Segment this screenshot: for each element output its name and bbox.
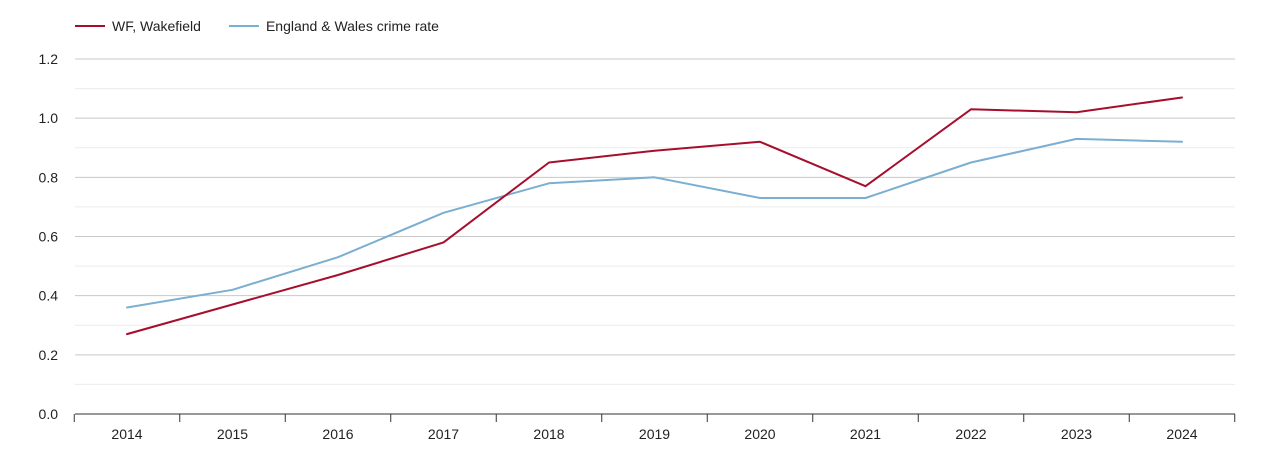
grid bbox=[75, 58, 1235, 385]
y-tick-label: 1.2 bbox=[39, 51, 59, 67]
series-line-2 bbox=[126, 137, 1183, 309]
y-tick-label: 0.4 bbox=[39, 288, 59, 304]
y-tick-label: 0.2 bbox=[39, 347, 59, 363]
x-axis: 2014 2015 2016 2017 2018 2019 2020 2021 2022 2023… bbox=[73, 413, 1236, 442]
x-tick-label: 2021 bbox=[850, 426, 881, 442]
legend: WF, Wakefield England & Wales crime rate bbox=[75, 18, 439, 34]
x-tick-label: 2016 bbox=[322, 426, 353, 442]
x-tick-label: 2015 bbox=[217, 426, 248, 442]
y-tick-label: 0.8 bbox=[39, 169, 59, 185]
x-tick-label: 2024 bbox=[1166, 426, 1197, 442]
y-tick-label: 0.0 bbox=[39, 406, 59, 422]
x-tick-label: 2014 bbox=[111, 426, 142, 442]
legend-label-1: WF, Wakefield bbox=[112, 18, 201, 34]
x-tick-label: 2022 bbox=[955, 426, 986, 442]
x-tick-label: 2023 bbox=[1061, 426, 1092, 442]
y-tick-label: 0.6 bbox=[39, 229, 59, 245]
x-tick-label: 2018 bbox=[533, 426, 564, 442]
x-tick-label: 2020 bbox=[744, 426, 775, 442]
y-tick-label: 1.0 bbox=[39, 110, 59, 126]
x-tick-label: 2017 bbox=[428, 426, 459, 442]
series-line-1 bbox=[126, 96, 1183, 336]
x-tick-label: 2019 bbox=[639, 426, 670, 442]
y-axis: 0.0 0.2 0.4 0.6 0.8 1.0 1.2 bbox=[39, 51, 59, 422]
legend-label-2: England & Wales crime rate bbox=[266, 18, 439, 34]
series-group bbox=[126, 96, 1183, 336]
